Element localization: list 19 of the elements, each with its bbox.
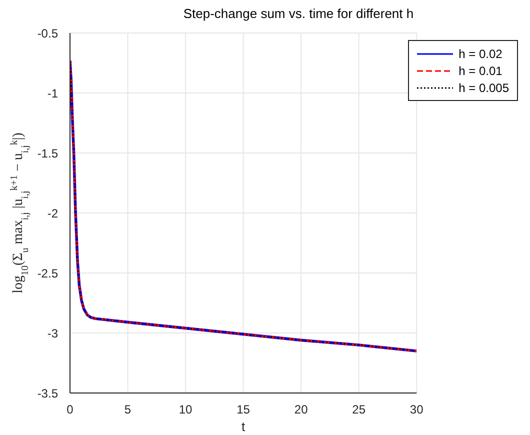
y-tick-label: -2 xyxy=(47,206,58,220)
chart-title: Step-change sum vs. time for different h xyxy=(182,6,415,21)
y-tick-label: -0.5 xyxy=(37,26,58,40)
x-tick-label: 5 xyxy=(124,402,132,417)
y-tick-label: -3.5 xyxy=(37,386,58,400)
legend-label: h = 0.01 xyxy=(458,64,502,78)
legend-label: h = 0.005 xyxy=(458,80,509,94)
y-tick-label: -1.5 xyxy=(37,146,58,160)
x-tick-label: 20 xyxy=(294,402,308,417)
y-tick-label: -2.5 xyxy=(37,266,58,280)
y-tick-label: -3 xyxy=(47,326,58,340)
x-axis-title: t xyxy=(241,419,246,434)
x-tick-label: 25 xyxy=(352,402,366,417)
x-tick-label: 10 xyxy=(178,402,193,417)
x-tick-label: 30 xyxy=(410,402,424,417)
y-tick-label: -1 xyxy=(47,86,58,100)
legend-label: h = 0.02 xyxy=(458,46,502,60)
x-tick-label: 0 xyxy=(66,402,74,417)
x-tick-label: 15 xyxy=(236,402,250,417)
